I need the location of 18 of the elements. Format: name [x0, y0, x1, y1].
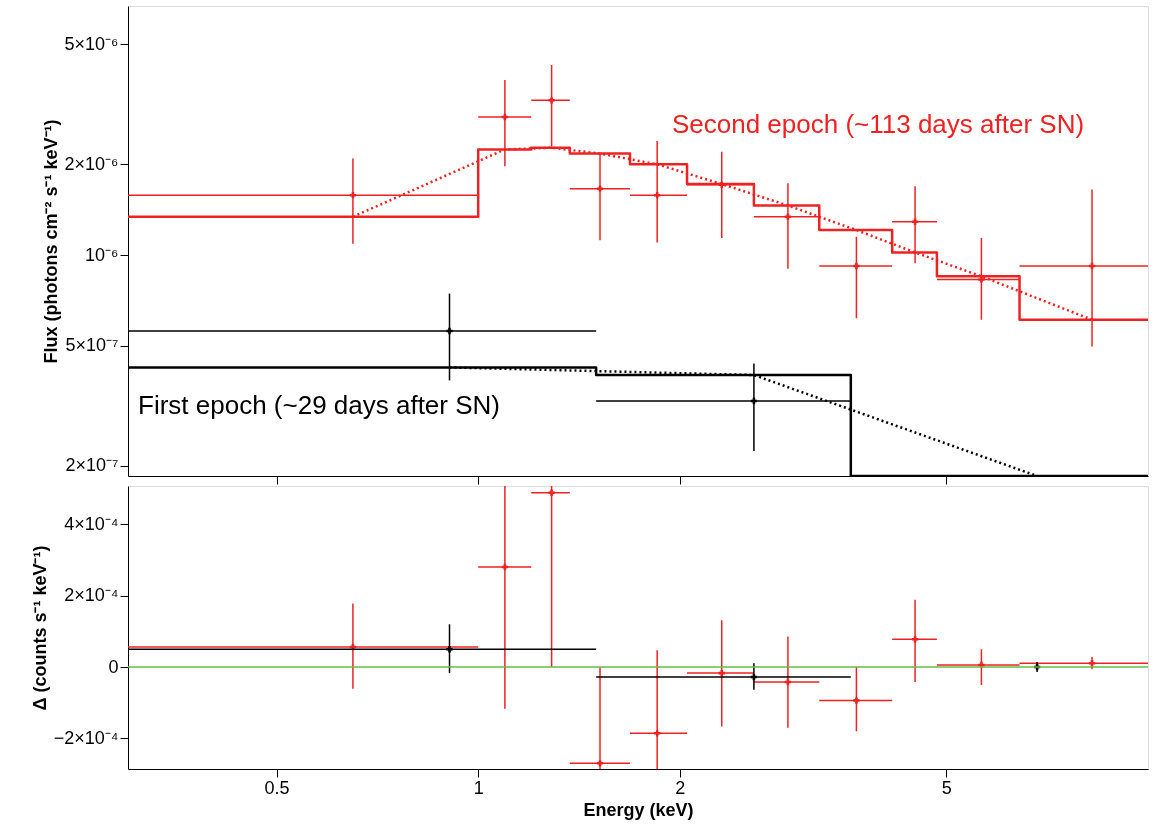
y-tick-label: 2×10⁻⁷: [65, 455, 119, 476]
y-tick-label: 4×10⁻⁴: [64, 513, 119, 534]
text: Second epoch (~113 days after SN): [671, 109, 1085, 139]
y-axis-title: Δ (counts s⁻¹ keV⁻¹): [29, 545, 50, 711]
y-tick-label: −2×10⁻⁴: [53, 727, 119, 748]
y-tick-label: 10⁻⁶: [85, 244, 119, 265]
y-tick-label: 5×10⁻⁷: [65, 335, 119, 356]
y-axis-title: Flux (photons cm⁻² s⁻¹ keV⁻¹): [40, 119, 61, 364]
y-tick-label: 0: [108, 656, 119, 677]
y-tick-label: 2×10⁻⁶: [64, 153, 119, 174]
x-tick-label: 5: [941, 777, 952, 798]
x-axis-title: Energy (keV): [583, 799, 694, 820]
y-tick-label: 5×10⁻⁶: [64, 33, 119, 54]
y-tick-label: 2×10⁻⁴: [64, 585, 119, 606]
x-tick-label: 2: [675, 777, 686, 798]
text: First epoch (~29 days after SN): [138, 390, 500, 420]
x-tick-label: 0.5: [264, 777, 290, 798]
x-tick-label: 1: [473, 777, 484, 798]
